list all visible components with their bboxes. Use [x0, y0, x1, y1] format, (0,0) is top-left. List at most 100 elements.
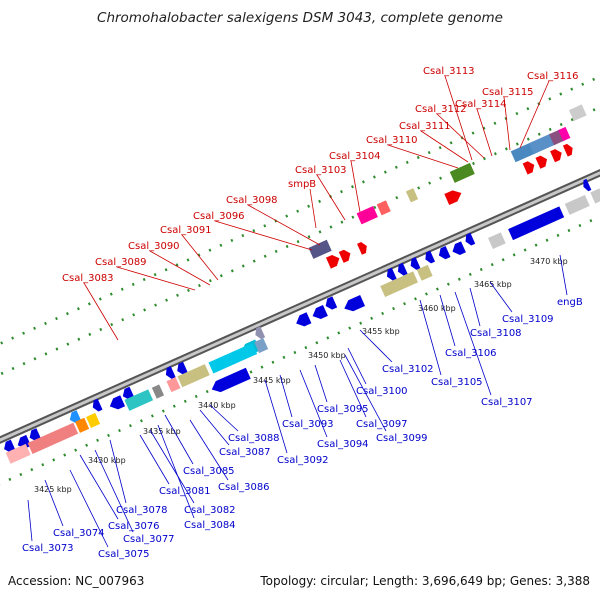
top-leader-line: [83, 282, 119, 341]
bottom-gene-label: Csal_3074: [53, 528, 105, 539]
top-gene-label: Csal_3114: [455, 99, 507, 110]
bottom-leader-line: [157, 424, 195, 519]
bottom-leader-line: [454, 291, 492, 396]
gene-box: [5, 443, 31, 464]
bottom-leader-line: [299, 369, 328, 438]
map-title: Chromohalobacter salexigens DSM 3043, co…: [97, 10, 503, 26]
gene-arrow: [562, 143, 573, 157]
gene-feature: [325, 254, 340, 269]
top-gene-label: Csal_3089: [95, 257, 147, 268]
top-leader-line: [476, 108, 493, 157]
top-leader-line: [503, 96, 511, 151]
top-gene-label: Csal_3116: [527, 71, 579, 82]
bottom-leader-line: [189, 419, 229, 481]
gene-feature: [356, 206, 378, 225]
gene-arrow: [550, 149, 562, 163]
bottom-leader-line: [149, 429, 195, 504]
gene-features: [4, 104, 600, 464]
gene-feature: [338, 249, 351, 263]
top-leader-line: [387, 144, 459, 169]
gene-feature: [296, 312, 312, 327]
gene-box: [124, 389, 154, 411]
top-gene-label: Csal_3104: [329, 151, 381, 162]
gene-feature: [550, 149, 562, 163]
gene-arrow: [69, 410, 82, 424]
bottom-leader-line: [264, 379, 288, 454]
gene-box: [564, 194, 590, 215]
gene-feature: [177, 364, 210, 388]
bottom-gene-label: Csal_3093: [282, 419, 334, 430]
axis-tick-label: 3455 kbp: [362, 327, 400, 336]
bottom-leader-line: [109, 439, 127, 504]
bottom-leader-line: [279, 374, 293, 418]
gene-feature: [69, 410, 82, 424]
top-leader-line: [309, 188, 317, 229]
gene-feature: [488, 232, 506, 250]
gene-feature: [452, 241, 466, 255]
top-gene-label: Csal_3090: [128, 241, 180, 252]
bottom-leader-line: [469, 287, 481, 327]
gene-arrow: [397, 262, 408, 276]
top-gene-label: Csal_3113: [423, 66, 475, 77]
gene-feature: [325, 296, 338, 310]
bottom-gene-label: Csal_3075: [98, 549, 150, 560]
gene-feature: [438, 245, 451, 260]
bottom-gene-label: Csal_3087: [219, 447, 271, 458]
gene-feature: [410, 257, 421, 270]
gene-arrow: [255, 326, 266, 340]
gene-arrow: [344, 294, 366, 312]
gene-box: [405, 188, 419, 203]
gene-feature: [255, 326, 266, 340]
bottom-leader-line: [489, 281, 513, 313]
gene-arrow: [357, 242, 367, 255]
gene-box: [86, 412, 101, 428]
gene-box: [508, 206, 565, 241]
gene-feature: [380, 271, 418, 298]
bottom-gene-label: Csal_3082: [184, 505, 236, 516]
bottom-gene-label: Csal_3086: [218, 482, 270, 493]
gene-arrow: [165, 366, 176, 379]
bottom-gene-label: Csal_3107: [481, 397, 533, 408]
bottom-gene-label: Csal_3076: [108, 521, 160, 532]
gene-arrow: [122, 386, 135, 400]
bottom-gene-label: Csal_3097: [356, 419, 408, 430]
gene-feature: [568, 104, 587, 122]
bottom-leader-line: [439, 294, 456, 347]
gene-box: [166, 377, 181, 393]
gene-arrow: [4, 439, 16, 453]
bottom-leader-line: [314, 364, 328, 403]
gene-box: [356, 206, 378, 225]
bottom-gene-label: Csal_3105: [431, 377, 483, 388]
bottom-gene-label: Csal_3094: [317, 439, 369, 450]
bottom-gene-label: Csal_3100: [356, 386, 408, 397]
bottom-gene-label: Csal_3081: [159, 486, 211, 497]
gene-feature: [562, 143, 573, 157]
top-gene-label: Csal_3098: [226, 195, 278, 206]
top-leader-line: [444, 75, 473, 161]
axis-tick-label: 3430 kbp: [88, 456, 126, 465]
accession-text: Accession: NC_007963: [8, 574, 145, 588]
gene-arrow: [386, 267, 397, 281]
gene-arrow: [410, 257, 421, 270]
bottom-gene-label: Csal_3085: [183, 466, 235, 477]
scale-ticks: 3425 kbp 3430 kbp 3435 kbp 3440 kbp 3445 kbp…: [34, 257, 568, 494]
bottom-leader-line: [419, 299, 442, 376]
gene-feature: [4, 439, 16, 453]
track-guide-line: [0, 105, 600, 376]
bottom-gene-label: Csal_3095: [317, 404, 369, 415]
gene-feature: [344, 294, 366, 312]
gene-feature: [386, 267, 397, 281]
axis-tick-label: 3450 kbp: [308, 351, 346, 360]
bottom-gene-label: Csal_3092: [277, 455, 329, 466]
gene-feature: [122, 386, 135, 400]
gene-feature: [465, 232, 476, 246]
bottom-gene-label: engB: [557, 297, 583, 308]
gene-feature: [397, 262, 408, 276]
gene-arrow: [438, 245, 451, 260]
top-gene-label: Csal_3112: [415, 104, 467, 115]
gene-feature: [17, 434, 32, 449]
gene-arrow: [325, 296, 338, 310]
gene-arrow: [452, 241, 466, 255]
top-gene-label: Csal_3115: [482, 87, 534, 98]
gene-feature: [528, 133, 556, 155]
